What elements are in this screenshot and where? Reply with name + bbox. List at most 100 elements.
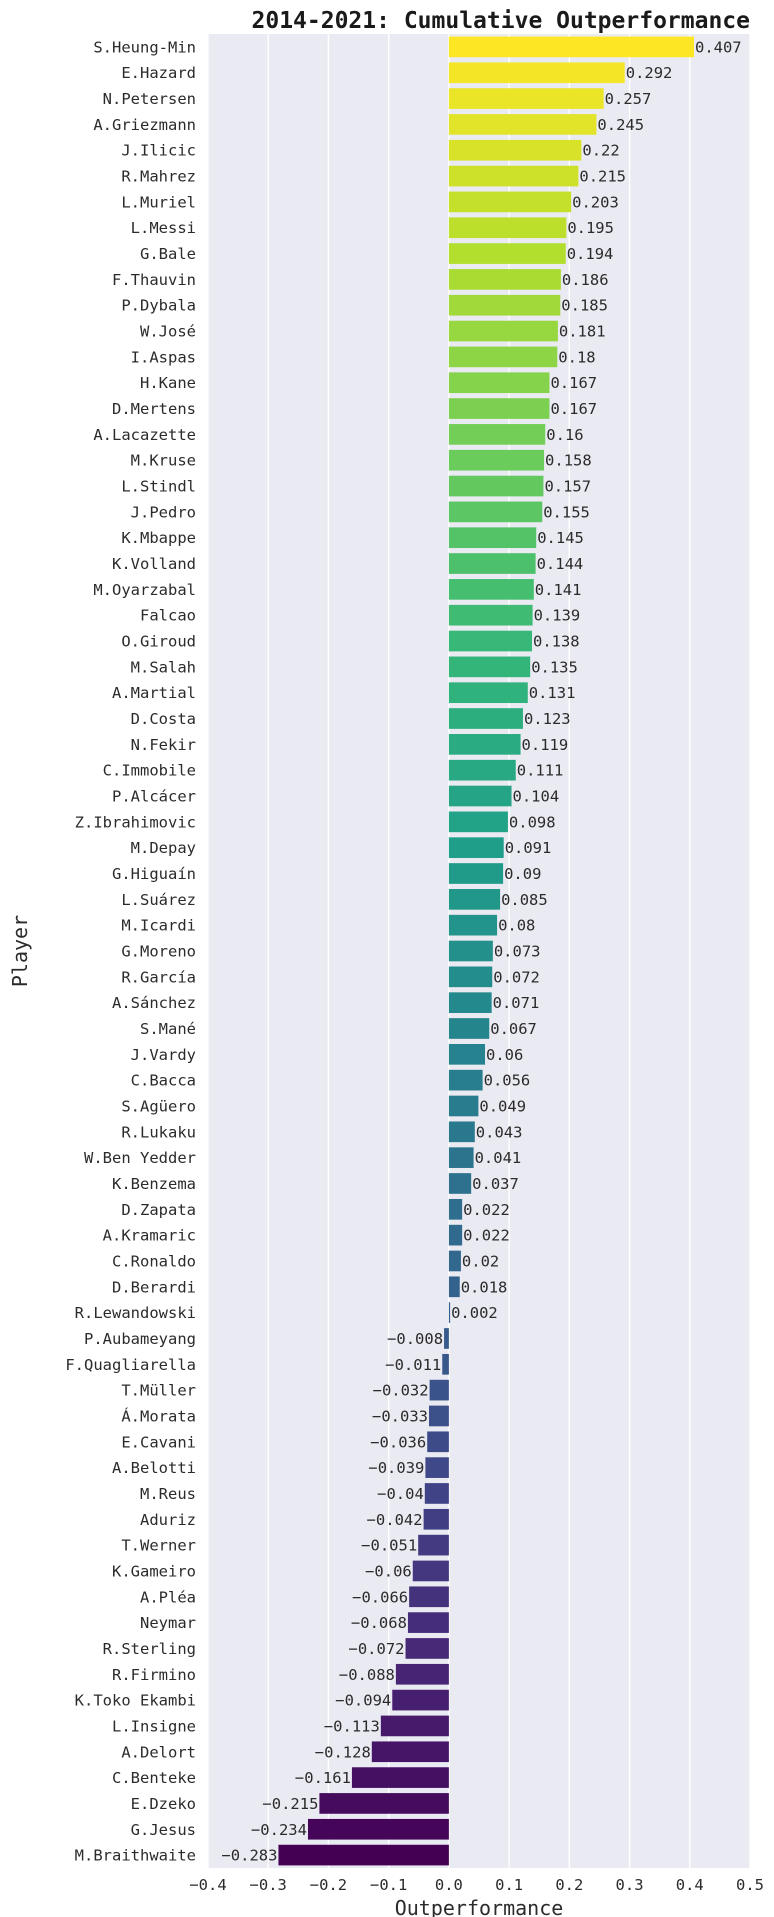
- bar: [405, 1638, 449, 1659]
- data-label: 0.135: [531, 658, 578, 676]
- y-tick-label: P.Aubameyang: [84, 1330, 196, 1348]
- bar: [278, 1844, 449, 1866]
- data-label: −0.283: [221, 1847, 277, 1865]
- bar: [429, 1405, 449, 1427]
- y-tick-label: F.Quagliarella: [65, 1356, 196, 1374]
- data-label: 0.049: [479, 1097, 526, 1115]
- bar: [448, 346, 558, 368]
- y-tick-label: N.Petersen: [103, 90, 196, 108]
- bar: [448, 372, 550, 394]
- data-label: 0.186: [562, 271, 609, 289]
- bar: [319, 1793, 449, 1814]
- data-label: 0.022: [463, 1227, 510, 1245]
- y-tick-label: E.Dzeko: [131, 1795, 196, 1813]
- data-label: 0.158: [545, 452, 592, 470]
- bar: [448, 1173, 472, 1194]
- y-tick-label: A.Martial: [112, 684, 196, 702]
- bar: [448, 889, 501, 910]
- bar: [448, 992, 492, 1013]
- data-label: −0.068: [351, 1614, 407, 1632]
- bar: [351, 1767, 449, 1788]
- data-label: 0.043: [476, 1123, 523, 1141]
- bar: [448, 1018, 490, 1039]
- bar: [448, 243, 566, 264]
- y-tick-label: C.Benteke: [112, 1769, 196, 1787]
- data-label: 0.073: [494, 943, 541, 961]
- y-tick-label: G.Higuaín: [112, 865, 196, 883]
- bar: [448, 914, 498, 936]
- x-tick-label: 0.0: [435, 1876, 463, 1894]
- y-tick-label: R.Sterling: [103, 1640, 196, 1658]
- y-tick-label: A.Griezmann: [93, 116, 196, 134]
- data-label: 0.22: [582, 142, 619, 160]
- bar: [412, 1560, 449, 1582]
- data-label: 0.002: [451, 1304, 498, 1322]
- data-label: 0.02: [462, 1252, 499, 1270]
- data-label: 0.185: [561, 297, 608, 315]
- data-label: 0.123: [524, 710, 571, 728]
- y-tick-label: F.Thauvin: [112, 271, 196, 289]
- x-tick-label: −0.4: [189, 1876, 226, 1894]
- y-tick-label: J.Vardy: [131, 1046, 196, 1064]
- y-tick-label: M.Braithwaite: [75, 1847, 196, 1865]
- data-label: 0.407: [695, 38, 742, 56]
- bar: [448, 294, 561, 316]
- bar: [448, 630, 532, 652]
- y-tick-label: K.Gameiro: [112, 1562, 196, 1580]
- y-tick-label: W.José: [140, 323, 196, 341]
- x-tick-label: 0.5: [736, 1876, 764, 1894]
- bar: [448, 527, 537, 549]
- y-tick-label: N.Fekir: [131, 736, 196, 754]
- y-axis-label: Player: [8, 915, 32, 987]
- bar: [448, 398, 550, 419]
- x-tick-label: 0.1: [495, 1876, 523, 1894]
- data-label: 0.067: [490, 1020, 537, 1038]
- bar: [448, 656, 531, 678]
- y-tick-label: A.Belotti: [112, 1459, 196, 1477]
- bar: [448, 191, 572, 213]
- y-tick-label: Neymar: [140, 1614, 196, 1632]
- bar: [448, 1095, 479, 1117]
- y-tick-label: E.Cavani: [121, 1433, 196, 1451]
- data-label: −0.088: [339, 1666, 395, 1684]
- data-label: 0.181: [559, 323, 606, 341]
- bar: [448, 863, 504, 884]
- y-tick-label: K.Mbappe: [121, 529, 196, 547]
- bar: [442, 1353, 449, 1375]
- data-label: 0.257: [605, 90, 652, 108]
- data-label: −0.04: [377, 1485, 424, 1503]
- data-label: 0.119: [522, 736, 569, 754]
- bar: [448, 1147, 474, 1168]
- y-tick-label: K.Benzema: [112, 1175, 196, 1193]
- y-tick-label: T.Müller: [121, 1382, 196, 1400]
- bar: [448, 1250, 461, 1272]
- data-label: 0.155: [543, 503, 590, 521]
- data-label: 0.144: [537, 555, 584, 573]
- data-label: −0.051: [361, 1537, 417, 1555]
- y-tick-label: G.Bale: [140, 245, 196, 263]
- y-tick-label: L.Muriel: [121, 193, 196, 211]
- y-tick-label: D.Berardi: [112, 1278, 196, 1296]
- bars: [278, 36, 694, 1866]
- data-label: 0.157: [544, 478, 591, 496]
- data-label: −0.032: [373, 1382, 429, 1400]
- data-label: −0.234: [251, 1821, 307, 1839]
- data-label: 0.18: [558, 348, 595, 366]
- bar: [371, 1741, 449, 1763]
- data-label: 0.145: [537, 529, 584, 547]
- bar: [407, 1612, 449, 1633]
- y-tick-label: Aduriz: [140, 1511, 196, 1529]
- bar: [448, 811, 508, 833]
- bar: [448, 475, 544, 497]
- data-label: −0.06: [365, 1562, 412, 1580]
- y-tick-label: A.Lacazette: [93, 426, 196, 444]
- x-tick-label: 0.3: [616, 1876, 644, 1894]
- bar: [448, 1069, 483, 1091]
- bar: [424, 1483, 449, 1504]
- bar: [409, 1586, 449, 1608]
- y-tick-label: G.Jesus: [131, 1821, 196, 1839]
- data-label: −0.094: [335, 1692, 391, 1710]
- bar: [448, 966, 493, 988]
- bar: [448, 1043, 486, 1065]
